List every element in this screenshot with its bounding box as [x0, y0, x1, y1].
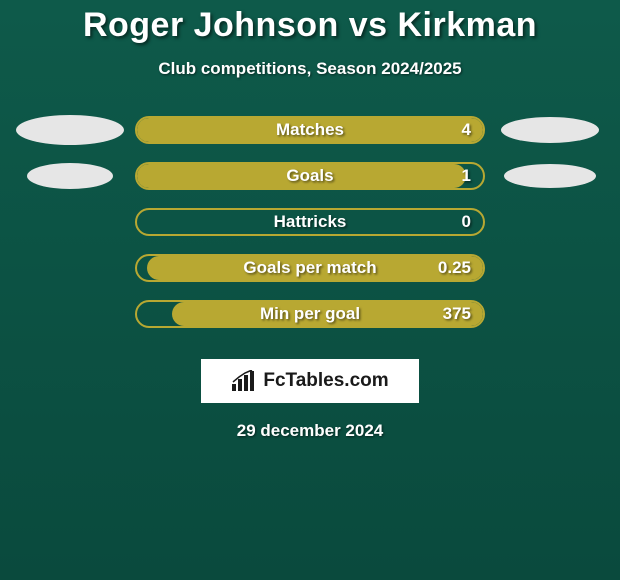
right-side [485, 164, 615, 188]
comparison-card: Roger Johnson vs Kirkman Club competitio… [0, 0, 620, 441]
stat-bar-fill [137, 164, 466, 188]
stat-label: Hattricks [137, 212, 483, 232]
stat-bar: Hattricks0 [135, 208, 485, 236]
left-side [5, 115, 135, 145]
stat-bar-fill [147, 256, 483, 280]
player-left-ellipse [16, 115, 124, 145]
bar-chart-icon [231, 370, 257, 392]
stat-row: Hattricks0 [0, 199, 620, 245]
source-logo-text: FcTables.com [263, 370, 388, 392]
stat-bar-fill [172, 302, 483, 326]
page-title: Roger Johnson vs Kirkman [0, 6, 620, 45]
player-left-ellipse [27, 163, 113, 189]
stat-row: Min per goal375 [0, 291, 620, 337]
stat-bar: Matches4 [135, 116, 485, 144]
date-text: 29 december 2024 [0, 421, 620, 441]
left-side [5, 163, 135, 189]
stat-bar: Goals1 [135, 162, 485, 190]
stat-row: Goals per match0.25 [0, 245, 620, 291]
stat-bar: Min per goal375 [135, 300, 485, 328]
player-right-ellipse [501, 117, 599, 143]
stat-value: 0 [462, 212, 471, 232]
player-right-ellipse [504, 164, 596, 188]
source-logo[interactable]: FcTables.com [201, 359, 419, 403]
stat-row: Goals1 [0, 153, 620, 199]
subtitle: Club competitions, Season 2024/2025 [0, 59, 620, 79]
stat-bar: Goals per match0.25 [135, 254, 485, 282]
stat-row: Matches4 [0, 107, 620, 153]
stat-bar-fill [137, 118, 483, 142]
right-side [485, 117, 615, 143]
stat-rows: Matches4 Goals1 Hattricks0 Goals per match0… [0, 107, 620, 337]
